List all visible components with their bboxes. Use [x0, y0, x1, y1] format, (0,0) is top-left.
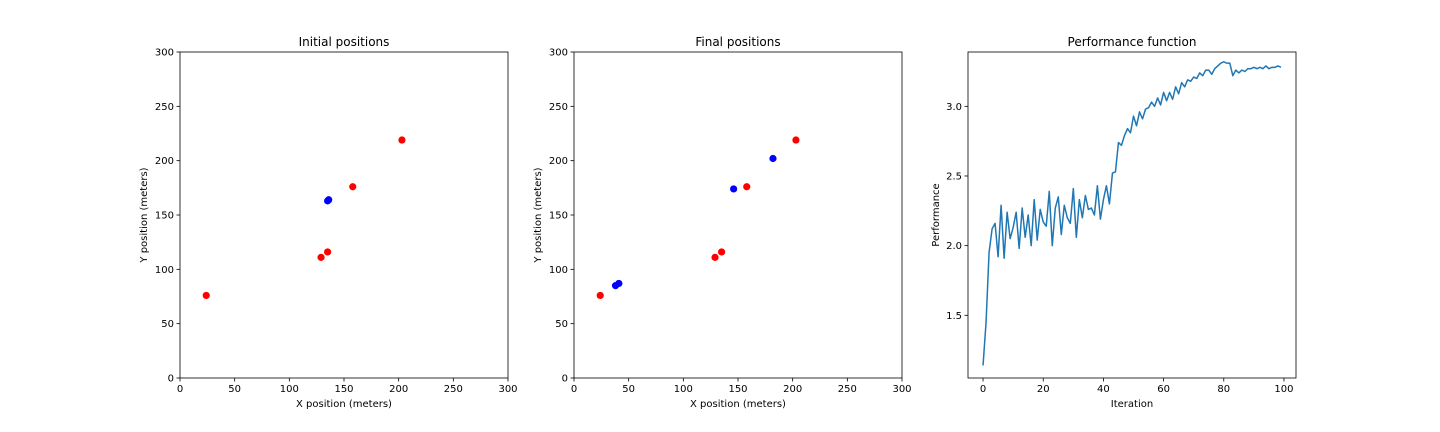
- y-tick-label: 150: [549, 211, 568, 222]
- data-point: [615, 279, 623, 288]
- y-tick-label: 2.5: [946, 171, 962, 182]
- y-tick-label: 250: [155, 102, 174, 113]
- x-tick-label: 150: [728, 384, 747, 395]
- data-point: [743, 183, 751, 191]
- y-tick-label: 250: [549, 102, 568, 113]
- data-point: [711, 253, 719, 261]
- x-tick-label: 50: [622, 384, 635, 395]
- x-tick-label: 250: [838, 384, 857, 395]
- chart-title: Final positions: [695, 35, 780, 49]
- y-tick-label: 100: [155, 265, 174, 276]
- plot-area: 0 50 100 150 200 250 300 0 50 100 150 200 250 300: [155, 48, 518, 396]
- x-tick-label: 60: [1157, 384, 1170, 395]
- y-tick-label: 300: [549, 48, 568, 59]
- data-point: [202, 291, 210, 300]
- y-tick-label: 2.0: [946, 241, 962, 252]
- y-tick-label: 150: [155, 211, 174, 222]
- data-point: [317, 253, 325, 261]
- y-tick-label: 3.0: [946, 102, 962, 113]
- y-tick-label: 300: [155, 48, 174, 59]
- x-tick-label: 300: [498, 384, 517, 395]
- initial-positions-panel: Initial positions X position (meters) Y …: [139, 35, 518, 410]
- y-axis-label: Y position (meters): [139, 167, 150, 263]
- y-tick-label: 50: [555, 319, 568, 330]
- performance-function-panel: Performance function Iteration Performan…: [931, 35, 1297, 410]
- series-line: [982, 61, 1282, 366]
- x-tick-label: 20: [1037, 384, 1050, 395]
- x-tick-label: 150: [334, 384, 353, 395]
- y-tick-label: 1.5: [946, 311, 962, 322]
- x-tick-label: 100: [674, 384, 693, 395]
- x-tick-label: 300: [892, 384, 911, 395]
- plot-area: 0 20 40 60 80 100 1.5 2.0 2.5 3.0: [946, 51, 1297, 395]
- y-axis-label: Performance: [931, 183, 942, 246]
- y-axis-label: Y position (meters): [533, 167, 544, 263]
- data-point: [325, 196, 333, 204]
- x-tick-label: 0: [980, 384, 986, 395]
- data-point: [718, 248, 726, 256]
- data-point: [792, 136, 800, 144]
- x-tick-label: 50: [228, 384, 241, 395]
- plot-area: 0 50 100 150 200 250 300 0 50 100 150 200 250 300: [549, 48, 912, 396]
- x-tick-label: 250: [444, 384, 463, 395]
- x-axis-label: X position (meters): [690, 399, 786, 410]
- axes-frame: [967, 51, 1297, 379]
- x-tick-label: 0: [571, 384, 577, 395]
- data-point: [730, 185, 738, 193]
- x-axis-label: Iteration: [1111, 399, 1153, 410]
- chart-title: Initial positions: [299, 35, 390, 49]
- data-point: [596, 291, 604, 300]
- y-tick-label: 200: [549, 156, 568, 167]
- y-tick-label: 0: [168, 374, 174, 385]
- data-point: [324, 248, 332, 256]
- data-point: [349, 183, 357, 191]
- x-tick-label: 200: [389, 384, 408, 395]
- x-tick-label: 0: [177, 384, 183, 395]
- x-tick-label: 100: [280, 384, 299, 395]
- final-positions-panel: Final positions X position (meters) Y po…: [533, 35, 912, 410]
- x-tick-label: 100: [1274, 384, 1293, 395]
- chart-title: Performance function: [1068, 35, 1197, 49]
- x-axis-label: X position (meters): [296, 399, 392, 410]
- x-tick-label: 80: [1217, 384, 1230, 395]
- axes-frame: [573, 51, 903, 379]
- y-tick-label: 100: [549, 265, 568, 276]
- data-point: [398, 136, 406, 144]
- y-tick-label: 50: [161, 319, 174, 330]
- x-tick-label: 40: [1097, 384, 1110, 395]
- axes-frame: [179, 51, 509, 379]
- y-tick-label: 0: [562, 374, 568, 385]
- data-point: [769, 154, 777, 163]
- y-tick-label: 200: [155, 156, 174, 167]
- x-tick-label: 200: [783, 384, 802, 395]
